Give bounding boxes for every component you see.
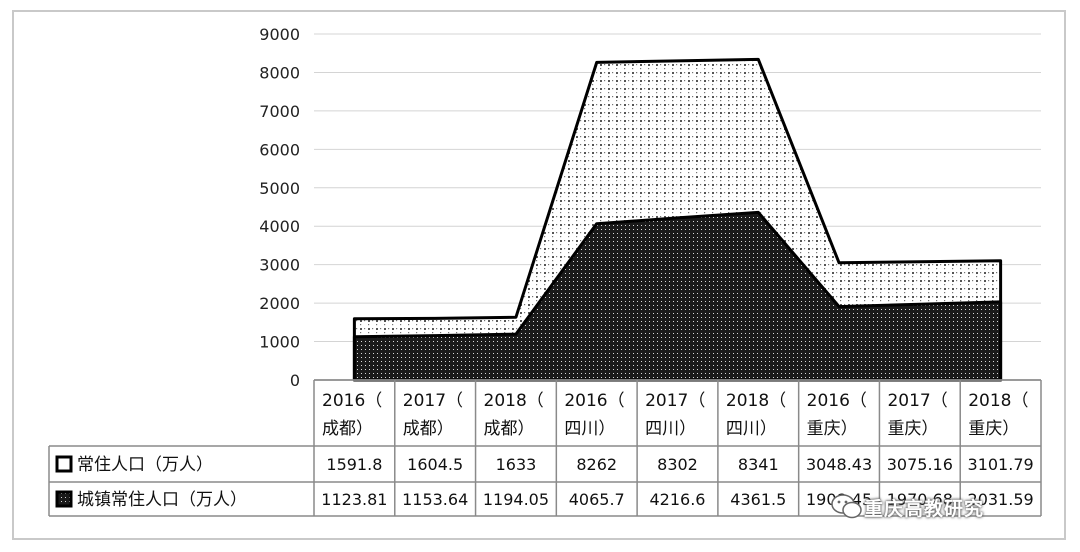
category-label: 2017（ <box>403 391 463 411</box>
category-label: 2018（ <box>968 391 1028 411</box>
table-cell-value: 1194.05 <box>483 490 549 509</box>
category-label: 2016（ <box>564 391 624 411</box>
category-label: 成都） <box>322 419 373 439</box>
legend-label: 常住人口（万人） <box>77 455 213 475</box>
area-series-2 <box>352 210 1003 382</box>
category-label: 2016（ <box>807 391 867 411</box>
category-label: 2017（ <box>645 391 705 411</box>
table-cell-value: 4216.6 <box>650 490 706 509</box>
table-cell-value: 8302 <box>657 455 698 474</box>
category-label: 2018（ <box>484 391 544 411</box>
y-tick-label: 4000 <box>259 217 300 236</box>
category-label: 重庆） <box>968 419 1019 439</box>
y-tick-label: 2000 <box>259 294 300 313</box>
table-cell-value: 3101.79 <box>968 455 1034 474</box>
category-label: 2016（ <box>322 391 382 411</box>
table-cell-value: 1123.81 <box>321 490 387 509</box>
table-cell-value: 3075.16 <box>887 455 953 474</box>
category-label: 成都） <box>484 419 535 439</box>
y-axis-ticks: 0 1000 2000 3000 4000 5000 6000 7000 8000 9000 <box>259 25 300 390</box>
y-tick-label: 5000 <box>259 179 300 198</box>
category-label: 2017（ <box>887 391 947 411</box>
wechat-icon <box>831 494 862 519</box>
category-label: 四川） <box>645 419 696 439</box>
table-cell-value: 1591.8 <box>326 455 382 474</box>
category-label: 四川） <box>726 419 777 439</box>
category-label: 重庆） <box>807 419 858 439</box>
legend-key-urban <box>55 490 73 508</box>
category-label: 四川） <box>564 419 615 439</box>
legend-label: 城镇常住人口（万人） <box>77 490 247 510</box>
table-cell-value: 1604.5 <box>407 455 463 474</box>
table-cell-value: 4361.5 <box>730 490 786 509</box>
table-cell-value: 1970.68 <box>887 490 953 509</box>
y-tick-label: 0 <box>290 371 300 390</box>
data-table: 2016（ 成都） 2017（ 成都） 2018（ 成都） 2016（ 四川） 2017（ 四川）… <box>48 379 1042 517</box>
y-tick-label: 9000 <box>259 25 300 44</box>
y-tick-label: 1000 <box>259 333 300 352</box>
areas <box>314 57 1041 382</box>
legend-key-resident <box>55 455 73 473</box>
category-label: 成都） <box>403 419 454 439</box>
watermark: 重庆高教研究 <box>830 490 1050 524</box>
table-cell-value: 8262 <box>576 455 617 474</box>
category-label: 2018（ <box>726 391 786 411</box>
y-tick-label: 3000 <box>259 256 300 275</box>
y-tick-label: 8000 <box>259 63 300 82</box>
table-cell-value: 1633 <box>496 455 537 474</box>
table-cell-value: 1153.64 <box>402 490 468 509</box>
category-label: 重庆） <box>887 419 938 439</box>
table-cell-value: 4065.7 <box>569 490 625 509</box>
y-tick-label: 7000 <box>259 102 300 121</box>
y-tick-label: 6000 <box>259 140 300 159</box>
table-cell-value: 3048.43 <box>806 455 872 474</box>
watermark-text: 重庆高教研究 <box>864 497 985 520</box>
table-cell-value: 8341 <box>738 455 779 474</box>
table-cell-value: 2031.59 <box>968 490 1034 509</box>
